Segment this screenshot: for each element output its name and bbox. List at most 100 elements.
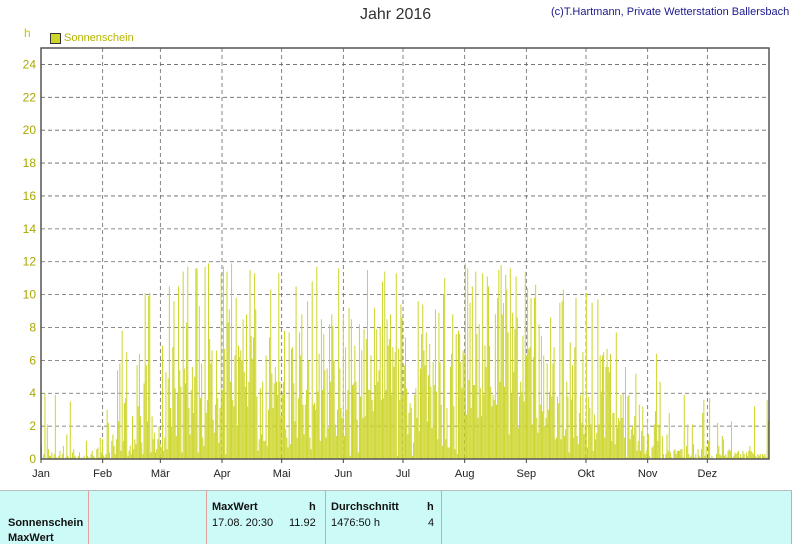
sunshine-bar	[388, 338, 390, 459]
sunshine-bar	[273, 383, 275, 459]
sunshine-bar	[221, 389, 223, 459]
sunshine-bar	[302, 404, 304, 459]
sunshine-bar	[132, 416, 133, 459]
sunshine-bar	[704, 455, 706, 459]
x-tick-label: Okt	[577, 468, 594, 480]
sunshine-bar	[267, 409, 269, 459]
sunshine-bar	[97, 447, 99, 459]
sunshine-bar	[364, 416, 366, 459]
sunshine-bar	[333, 360, 335, 459]
sunshine-bar	[209, 338, 211, 459]
sunshine-bar	[742, 450, 744, 459]
sunshine-bar	[214, 404, 216, 459]
sunshine-bar	[577, 444, 579, 459]
sunshine-bar	[290, 348, 292, 459]
sunshine-bar	[232, 399, 234, 459]
sunshine-bar	[280, 416, 282, 459]
sunshine-bar	[297, 398, 299, 459]
sunshine-bar	[614, 444, 616, 459]
sunshine-bar	[292, 347, 294, 459]
sunshine-bar	[366, 269, 368, 459]
sunshine-bar	[167, 378, 169, 459]
sunshine-bar	[293, 383, 295, 459]
sunshine-bar	[698, 455, 700, 459]
sunshine-bar	[108, 452, 110, 459]
sunshine-bar	[168, 286, 170, 459]
sunshine-bar	[554, 439, 556, 459]
sunshine-bar	[99, 437, 101, 459]
sunshine-bar	[521, 391, 523, 459]
sunshine-bar	[358, 324, 360, 459]
sunshine-bar	[745, 452, 747, 459]
sunshine-bar	[576, 435, 578, 459]
sunshine-bar	[334, 424, 336, 459]
sunshine-bar	[103, 455, 105, 459]
sunshine-bar	[370, 355, 372, 459]
sunshine-bar	[128, 450, 130, 459]
sunshine-bar	[416, 417, 418, 459]
sunshine-bar	[263, 440, 265, 459]
sunshine-bar	[236, 426, 238, 459]
sunshine-bar	[258, 439, 260, 459]
sunshine-bar	[540, 335, 542, 459]
sunshine-bar	[69, 401, 71, 459]
sunshine-bar	[497, 297, 499, 459]
sunshine-bar	[472, 385, 474, 459]
sunshine-bar	[296, 437, 298, 459]
sunshine-bar	[153, 432, 155, 459]
sunshine-bar	[607, 366, 609, 459]
sunshine-bar	[75, 457, 77, 459]
sunshine-bar	[590, 424, 592, 459]
sunshine-bar	[102, 439, 104, 459]
y-tick-label: 24	[23, 57, 37, 71]
sunshine-bar	[55, 457, 57, 459]
table-divider	[791, 491, 792, 544]
sunshine-bar	[591, 302, 593, 459]
sunshine-bar	[50, 455, 52, 459]
sunshine-bar	[129, 445, 131, 459]
sunshine-bar	[636, 450, 638, 459]
sunshine-bar	[165, 371, 167, 459]
sunshine-bar	[269, 337, 271, 459]
sunshine-bar	[326, 368, 328, 459]
sunshine-bar	[757, 454, 759, 459]
sunshine-bar	[724, 455, 726, 459]
sunshine-bar	[464, 263, 466, 459]
sunshine-bar	[433, 385, 435, 459]
sunshine-bar	[608, 371, 610, 459]
sunshine-bar	[492, 394, 494, 459]
sunshine-bar	[522, 335, 524, 459]
sunshine-bar	[512, 312, 514, 459]
sunshine-bar	[156, 449, 158, 459]
sunshine-bar	[423, 350, 425, 459]
sunshine-bar	[346, 409, 348, 459]
sunshine-bar	[721, 435, 723, 459]
sunshine-bar	[651, 447, 653, 459]
sunshine-bar	[756, 457, 758, 459]
sunshine-bar	[595, 439, 597, 459]
sunshine-bar	[765, 457, 767, 459]
sunshine-bar	[610, 353, 612, 459]
sunshine-bar	[741, 457, 743, 459]
sunshine-bar	[141, 442, 143, 459]
sunshine-bar	[569, 342, 571, 459]
sunshine-bar	[421, 334, 423, 459]
sunshine-bar	[118, 421, 120, 459]
sunshine-bar	[484, 345, 486, 459]
sunshine-bar	[180, 386, 182, 459]
sunshine-bar	[281, 394, 283, 459]
sunshine-bar	[445, 439, 447, 459]
sunshine-bar	[323, 334, 325, 459]
x-tick-label: Dez	[698, 468, 718, 480]
sunshine-bar	[589, 408, 591, 459]
sunshine-bar	[251, 358, 253, 459]
sunshine-bar	[205, 412, 207, 459]
sunshine-bar	[557, 396, 559, 459]
sunshine-bar	[170, 408, 172, 459]
row-label-sunshine: Sonnenschein	[8, 517, 84, 529]
sunshine-bar	[123, 403, 125, 459]
sunshine-bar	[517, 427, 519, 459]
sunshine-bar	[481, 416, 483, 459]
sunshine-bar	[697, 449, 699, 459]
sunshine-bar	[158, 426, 160, 459]
